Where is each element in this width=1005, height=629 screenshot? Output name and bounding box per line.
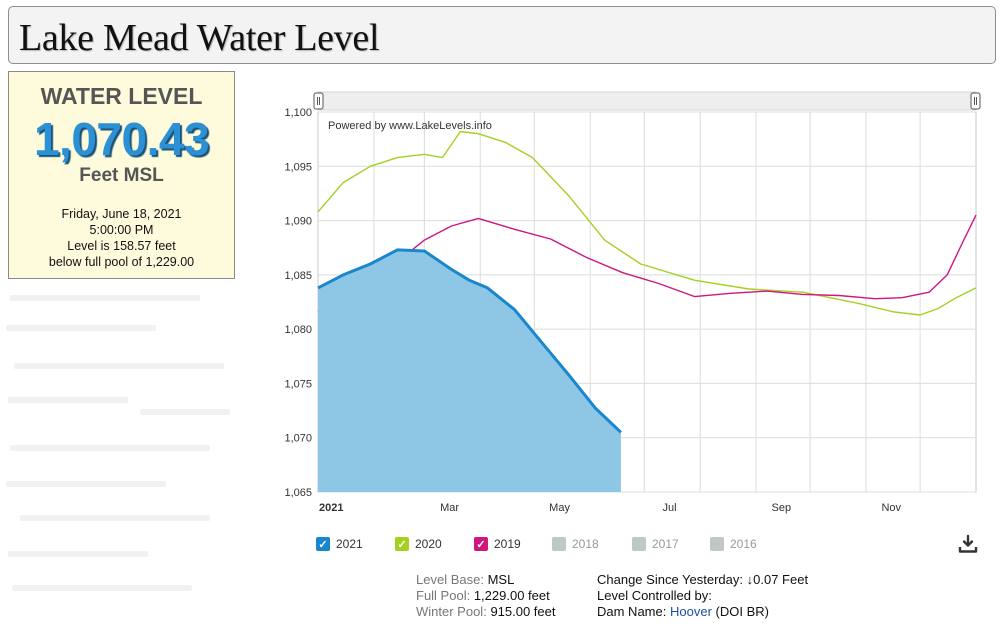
download-icon[interactable] [957, 533, 979, 555]
legend-item-2017[interactable]: 2017 [632, 535, 679, 553]
y-tick-label: 1,075 [284, 378, 312, 390]
dam-name-label: Dam Name: [597, 604, 667, 619]
checkmark-icon[interactable]: ✓ [395, 537, 409, 551]
legend-label: 2018 [572, 537, 599, 551]
level-base-label: Level Base: [416, 572, 484, 587]
legend-item-2020[interactable]: ✓ 2020 [395, 535, 442, 553]
checkbox-icon[interactable] [632, 537, 646, 551]
legend-item-2018[interactable]: 2018 [552, 535, 599, 553]
y-tick-label: 1,090 [284, 216, 312, 228]
legend-label: 2020 [415, 537, 442, 551]
y-tick-label: 1,085 [284, 270, 312, 282]
x-tick-label: 2021 [319, 502, 343, 514]
water-level-chart: 1,065 1,070 1,075 1,080 1,085 1,090 1,095 1,100… [284, 91, 981, 514]
x-tick-label: Mar [440, 502, 459, 514]
x-tick-label: May [549, 502, 570, 514]
level-base-value: MSL [487, 572, 515, 587]
faded-background-text [0, 285, 240, 625]
checkmark-icon[interactable]: ✓ [316, 537, 330, 551]
legend-label: 2017 [652, 537, 679, 551]
series-2021-area [318, 249, 621, 492]
y-tick-label: 1,095 [284, 161, 312, 173]
x-tick-label: Sep [772, 502, 792, 514]
legend-label: 2021 [336, 537, 363, 551]
range-scroller-track [317, 91, 977, 111]
checkbox-icon[interactable] [552, 537, 566, 551]
page-title: Lake Mead Water Level [19, 17, 380, 59]
change-value: 0.07 Feet [753, 572, 809, 587]
lake-info-left: Level Base: MSL Full Pool: 1,229.00 feet… [416, 572, 556, 620]
y-tick-label: 1,100 [284, 107, 312, 119]
lake-info-right: Change Since Yesterday: ↓0.07 Feet Level… [597, 572, 808, 620]
checkmark-icon[interactable]: ✓ [474, 537, 488, 551]
legend-item-2021[interactable]: ✓ 2021 [316, 535, 363, 553]
range-handle-right[interactable] [970, 92, 981, 110]
winter-pool-label: Winter Pool: [416, 604, 487, 619]
level-note-line2: below full pool of 1,229.00 [48, 255, 195, 269]
down-arrow-icon: ↓ [746, 572, 754, 587]
y-tick-label: 1,065 [284, 487, 312, 499]
x-tick-label: Nov [881, 502, 901, 514]
x-tick-label: Jul [663, 502, 677, 514]
checkbox-icon[interactable] [710, 537, 724, 551]
legend-item-2019[interactable]: ✓ 2019 [474, 535, 521, 553]
reading-time: 5:00:00 PM [89, 223, 154, 237]
series-2019-line [317, 214, 977, 313]
winter-pool-value: 915.00 feet [490, 604, 556, 619]
water-level-panel: WATER LEVEL 1,070.43 Feet MSL Friday, Ju… [8, 71, 235, 279]
legend-label: 2019 [494, 537, 521, 551]
legend-label: 2016 [730, 537, 757, 551]
series-2020-line [317, 130, 977, 316]
full-pool-label: Full Pool: [416, 588, 471, 603]
y-tick-label: 1,080 [284, 324, 312, 336]
dam-link-hoover[interactable]: Hoover [669, 604, 712, 619]
dam-owner: (DOI BR) [715, 604, 769, 619]
water-level-unit: Feet MSL [79, 165, 164, 186]
water-level-label: WATER LEVEL [40, 83, 203, 109]
title-bar: Lake Mead Water Level [8, 6, 996, 64]
level-note-line1: Level is 158.57 feet [67, 239, 176, 253]
full-pool-value: 1,229.00 feet [473, 588, 550, 603]
reading-date: Friday, June 18, 2021 [61, 207, 182, 221]
y-tick-label: 1,070 [284, 433, 312, 445]
series-2021-line [317, 248, 622, 434]
water-level-value: 1,070.43 [33, 113, 210, 165]
controlled-by-label: Level Controlled by: [597, 588, 712, 603]
change-label: Change Since Yesterday: [597, 572, 743, 587]
range-handle-left[interactable] [313, 92, 324, 110]
chart-credit: Powered by www.LakeLevels.info [328, 120, 492, 132]
legend-item-2016[interactable]: 2016 [710, 535, 757, 553]
